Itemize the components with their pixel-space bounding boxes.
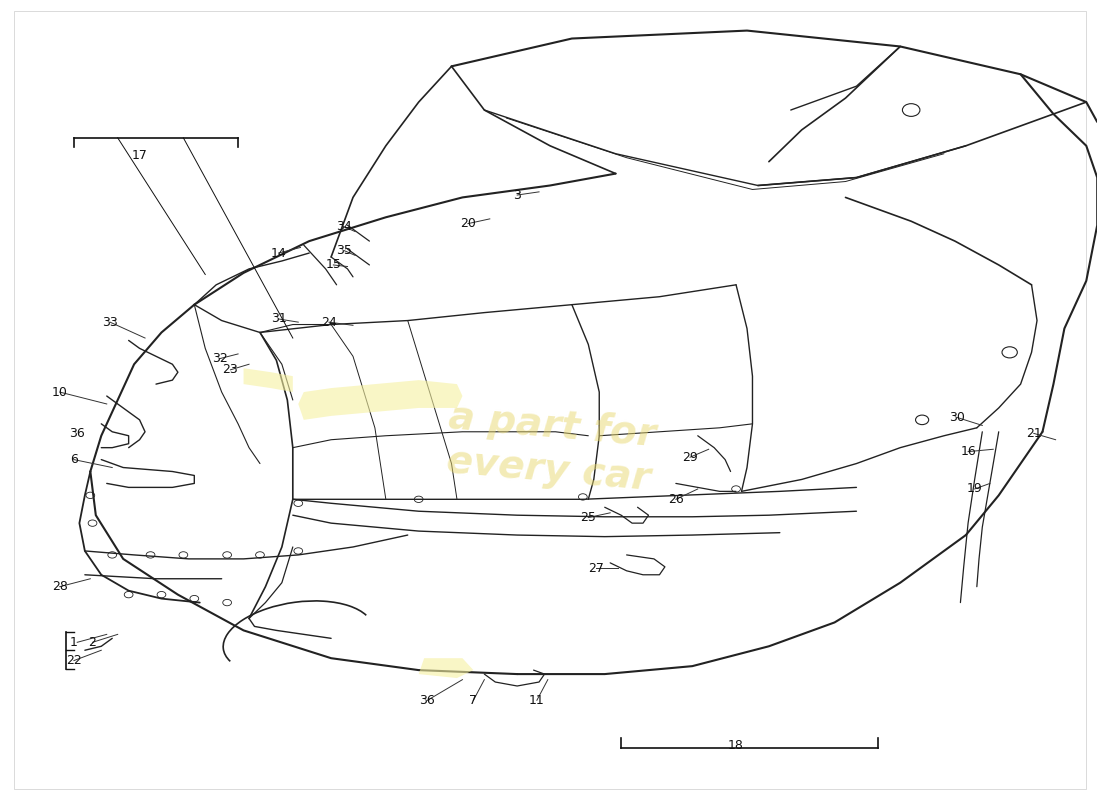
Text: a part for
every car: a part for every car [443, 398, 657, 498]
Text: 34: 34 [337, 220, 352, 234]
Text: 2: 2 [89, 636, 97, 649]
Text: 7: 7 [470, 694, 477, 707]
Text: 30: 30 [949, 411, 965, 424]
Text: 6: 6 [70, 453, 78, 466]
Text: 1: 1 [70, 636, 78, 649]
Text: 36: 36 [69, 427, 85, 440]
Text: 36: 36 [419, 694, 436, 707]
Text: 21: 21 [1026, 427, 1042, 440]
Text: 23: 23 [222, 363, 239, 376]
Text: 10: 10 [52, 386, 67, 398]
Text: 11: 11 [529, 694, 544, 707]
Text: 20: 20 [460, 217, 476, 230]
Text: 33: 33 [102, 316, 118, 329]
Text: 28: 28 [52, 580, 67, 593]
Text: 27: 27 [588, 562, 604, 575]
Text: 24: 24 [321, 316, 337, 329]
Text: 18: 18 [728, 739, 744, 752]
Polygon shape [243, 368, 293, 392]
Text: 14: 14 [271, 246, 286, 259]
Text: 19: 19 [967, 482, 982, 495]
Text: 32: 32 [211, 352, 228, 365]
Text: 15: 15 [326, 258, 341, 271]
Text: 35: 35 [337, 244, 352, 257]
Polygon shape [419, 658, 473, 678]
Text: 16: 16 [960, 445, 976, 458]
Text: 26: 26 [668, 493, 684, 506]
Text: 25: 25 [581, 511, 596, 524]
Text: 17: 17 [132, 149, 147, 162]
Text: 31: 31 [271, 313, 286, 326]
Polygon shape [298, 380, 462, 420]
Text: 3: 3 [514, 189, 521, 202]
Text: 22: 22 [66, 654, 81, 667]
Text: 29: 29 [682, 450, 698, 464]
